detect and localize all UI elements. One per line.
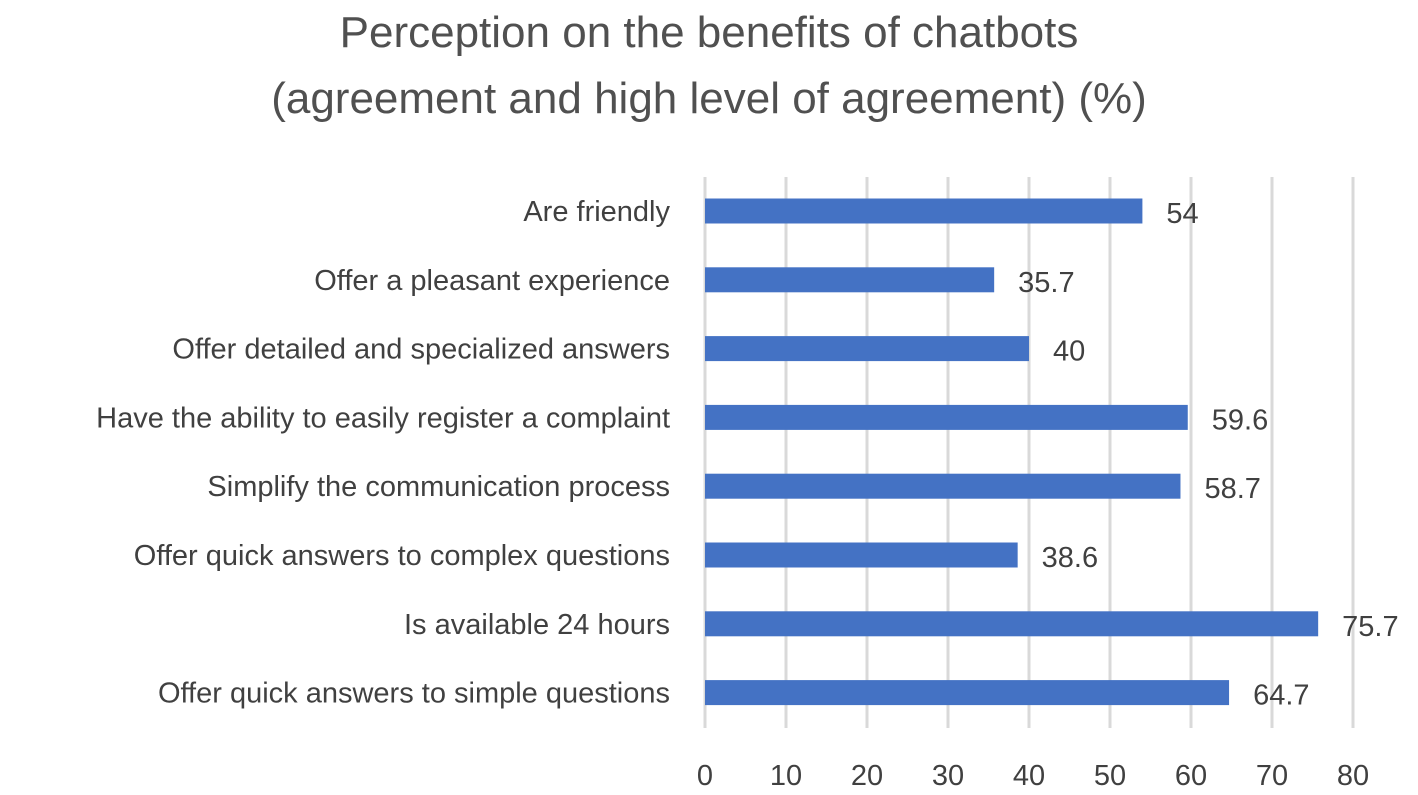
category-label: Is available 24 hours (404, 609, 670, 641)
bar (705, 473, 1181, 499)
category-label: Offer quick answers to simple questions (158, 678, 670, 710)
x-tick-label: 0 (697, 760, 713, 792)
value-label: 54 (1166, 198, 1198, 230)
category-label: Offer a pleasant experience (314, 265, 670, 297)
chart-title-line: Perception on the benefits of chatbots (339, 8, 1079, 57)
bar (705, 680, 1230, 706)
bar (705, 267, 995, 293)
x-tick-label: 60 (1175, 760, 1207, 792)
category-label: Offer detailed and specialized answers (172, 334, 670, 366)
x-tick-label: 20 (851, 760, 883, 792)
x-tick-label: 30 (932, 760, 964, 792)
category-label: Offer quick answers to complex questions (134, 540, 670, 572)
bar (705, 542, 1018, 568)
gridlines (703, 177, 1355, 728)
bar (705, 404, 1188, 430)
x-axis-ticks: 0 10 20 30 40 50 60 70 80 (697, 760, 1369, 792)
category-labels: Are friendly Offer a pleasant experience O… (96, 196, 670, 710)
value-label: 59.6 (1212, 404, 1268, 436)
x-tick-label: 10 (770, 760, 802, 792)
category-label: Simplify the communication process (207, 471, 670, 503)
chart-title: Perception on the benefits of chatbots (… (0, 0, 1418, 132)
value-label: 38.6 (1042, 542, 1098, 574)
value-label: 40 (1053, 336, 1085, 368)
value-label: 75.7 (1342, 611, 1398, 643)
bar (705, 611, 1319, 637)
chart-subtitle-line: (agreement and high level of agreement) … (271, 74, 1147, 123)
value-labels: 54 35.7 40 59.6 58.7 38.6 75.7 64.7 (1018, 198, 1398, 712)
x-tick-label: 70 (1256, 760, 1288, 792)
category-label: Are friendly (523, 196, 670, 228)
bar (705, 336, 1029, 362)
bars (705, 198, 1319, 706)
bar (705, 198, 1143, 224)
value-label: 35.7 (1018, 267, 1074, 299)
value-label: 64.7 (1253, 680, 1309, 712)
value-label: 58.7 (1204, 473, 1260, 505)
x-tick-label: 80 (1337, 760, 1369, 792)
x-tick-label: 50 (1094, 760, 1126, 792)
x-tick-label: 40 (1013, 760, 1045, 792)
category-label: Have the ability to easily register a co… (96, 402, 670, 434)
